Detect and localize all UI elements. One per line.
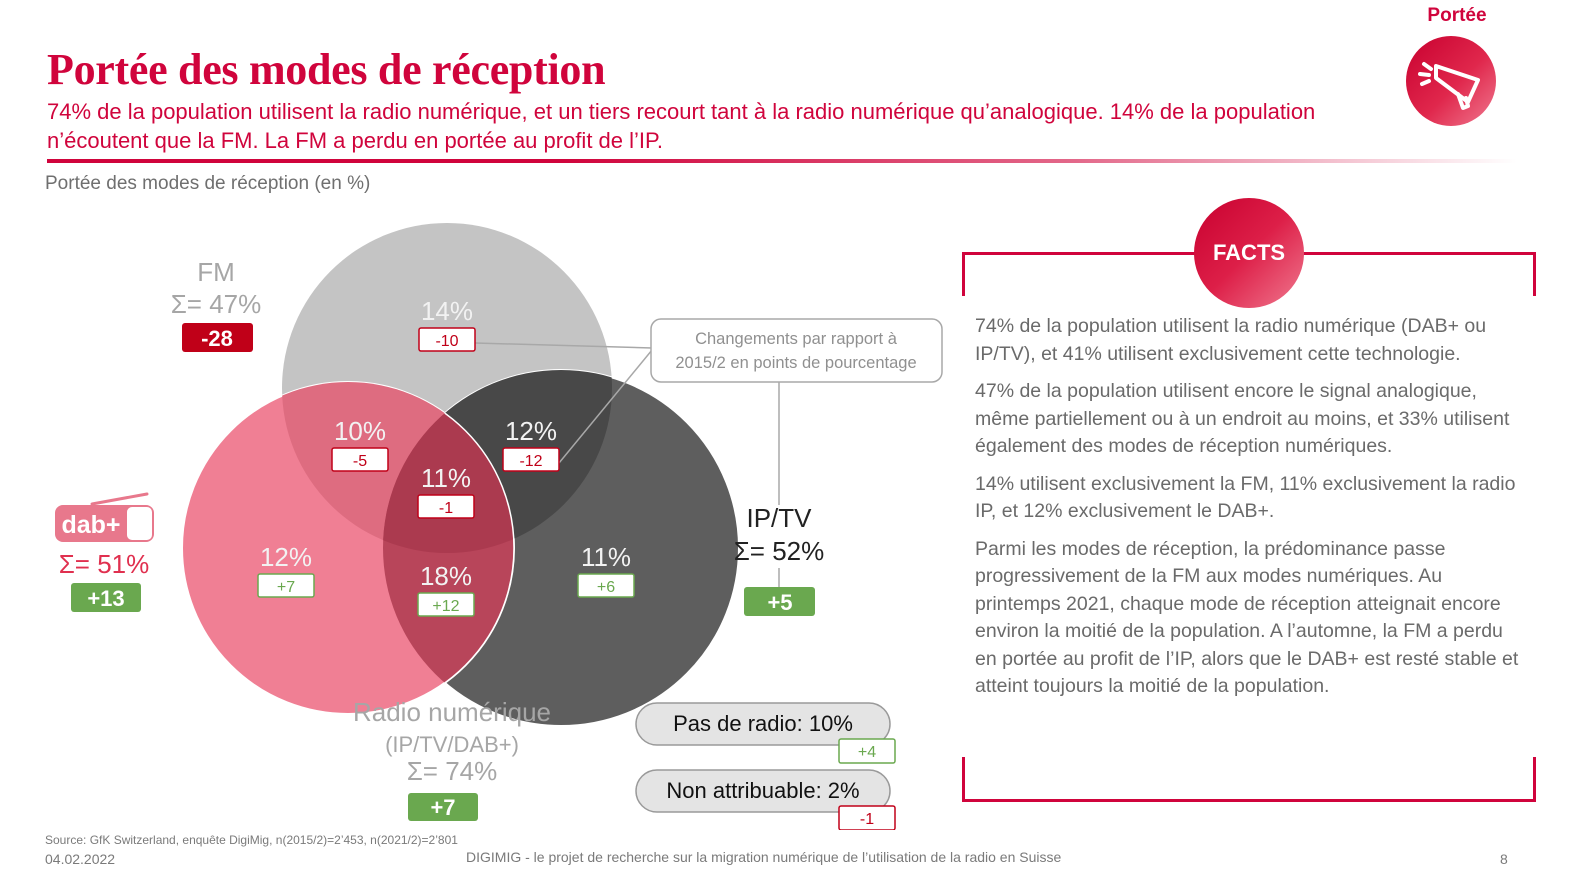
ip-change-badge: +5 bbox=[744, 587, 815, 616]
dab-total: Σ= 51% bbox=[59, 549, 150, 579]
region-change-label: -1 bbox=[439, 500, 453, 517]
ip-label: IP/TV bbox=[746, 503, 812, 533]
svg-text:+5: +5 bbox=[767, 590, 792, 615]
source-note: Source: GfK Switzerland, enquête DigiMig… bbox=[45, 833, 458, 847]
venn-region-fm-only: 14%-10 bbox=[418, 296, 476, 352]
facts-paragraph: 14% utilisent exclusivement la FM, 11% e… bbox=[975, 472, 1516, 523]
facts-frame bbox=[962, 252, 1536, 802]
section-badge-label: Portée bbox=[1427, 5, 1487, 26]
page-title: Portée des modes de réception bbox=[47, 45, 606, 94]
facts-text: 74% de la population utilisent la radio … bbox=[975, 313, 1520, 711]
svg-text:Non attribuable: 2%: Non attribuable: 2% bbox=[666, 778, 859, 803]
callout-box bbox=[650, 318, 943, 383]
region-value-label: 12% bbox=[260, 542, 312, 572]
digital-change-badge: +7 bbox=[408, 793, 478, 821]
venn-overlap-all bbox=[383, 382, 514, 553]
region-change-label: -10 bbox=[435, 333, 458, 350]
facts-paragraph: 74% de la population utilisent la radio … bbox=[975, 315, 1487, 365]
venn-region-dab-only: 12%+7 bbox=[257, 542, 315, 598]
venn-region-fm-dab: 10%-5 bbox=[331, 416, 389, 472]
svg-text:+13: +13 bbox=[87, 586, 124, 611]
megaphone-icon bbox=[1418, 62, 1480, 110]
svg-text:+4: +4 bbox=[858, 744, 876, 761]
ip-total: Σ= 52% bbox=[734, 536, 825, 566]
region-change-label: -12 bbox=[519, 453, 542, 470]
venn-outline-dab bbox=[383, 381, 515, 715]
fm-label: FM bbox=[197, 257, 235, 287]
region-value-label: 12% bbox=[505, 416, 557, 446]
region-value-label: 18% bbox=[420, 561, 472, 591]
region-change-label: -5 bbox=[353, 453, 367, 470]
svg-text:+7: +7 bbox=[430, 795, 455, 820]
region-change-box bbox=[502, 447, 560, 472]
region-change-box bbox=[417, 592, 475, 617]
unattributable-pill: Non attribuable: 2% -1 bbox=[635, 769, 896, 830]
page-number: 8 bbox=[1500, 851, 1508, 867]
digital-sub: (IP/TV/DAB+) bbox=[385, 732, 519, 757]
dab-change-badge: +13 bbox=[71, 583, 141, 612]
region-change-box bbox=[417, 494, 475, 519]
dab-logo-text: dab+ bbox=[61, 511, 120, 539]
fm-total: Σ= 47% bbox=[171, 289, 262, 319]
dab-logo: dab+ bbox=[55, 492, 154, 542]
svg-text:Pas de radio: 10%: Pas de radio: 10% bbox=[673, 711, 853, 736]
region-change-box bbox=[257, 573, 315, 598]
section-badge bbox=[1406, 36, 1496, 126]
region-value-label: 14% bbox=[421, 296, 473, 326]
region-change-label: +6 bbox=[597, 579, 615, 596]
region-value-label: 11% bbox=[581, 542, 631, 572]
venn-region-ip-only: 11%+6 bbox=[577, 542, 635, 598]
no-radio-pill: Pas de radio: 10% +4 bbox=[635, 702, 896, 764]
callout-text: Changements par rapport à 2015/2 en point… bbox=[675, 330, 916, 372]
region-change-box bbox=[577, 573, 635, 598]
footer-project: DIGIMIG - le projet de recherche sur la … bbox=[466, 849, 1062, 865]
facts-paragraph: 47% de la population utilisent encore le… bbox=[975, 380, 1510, 457]
svg-text:-28: -28 bbox=[201, 326, 233, 351]
callout-line bbox=[474, 342, 653, 349]
region-value-label: 11% bbox=[421, 463, 471, 493]
callout-line bbox=[558, 349, 653, 464]
region-value-label: 10% bbox=[334, 416, 386, 446]
venn-region-all: 11%-1 bbox=[417, 463, 475, 519]
header-divider bbox=[47, 159, 1517, 163]
svg-text:-1: -1 bbox=[860, 811, 874, 828]
region-change-label: +7 bbox=[277, 579, 295, 596]
region-change-box bbox=[331, 447, 389, 472]
venn-region-dab-ip: 18%+12 bbox=[417, 561, 475, 617]
chart-caption: Portée des modes de réception (en %) bbox=[45, 173, 371, 194]
facts-paragraph: Parmi les modes de réception, la prédomi… bbox=[975, 537, 1519, 698]
fm-change-badge: -28 bbox=[182, 323, 253, 352]
digital-total: Σ= 74% bbox=[407, 756, 498, 786]
page-subtitle: 74% de la population utilisent la radio … bbox=[47, 99, 1316, 153]
region-change-label: +12 bbox=[432, 598, 459, 615]
facts-badge: FACTS bbox=[1194, 198, 1304, 308]
digital-label: Radio numérique bbox=[353, 697, 551, 727]
footer-date: 04.02.2022 bbox=[45, 851, 116, 867]
venn-chart: Changements par rapport à 2015/2 en point… bbox=[55, 223, 943, 830]
region-change-box bbox=[418, 327, 476, 352]
venn-region-fm-ip: 12%-12 bbox=[502, 416, 560, 472]
